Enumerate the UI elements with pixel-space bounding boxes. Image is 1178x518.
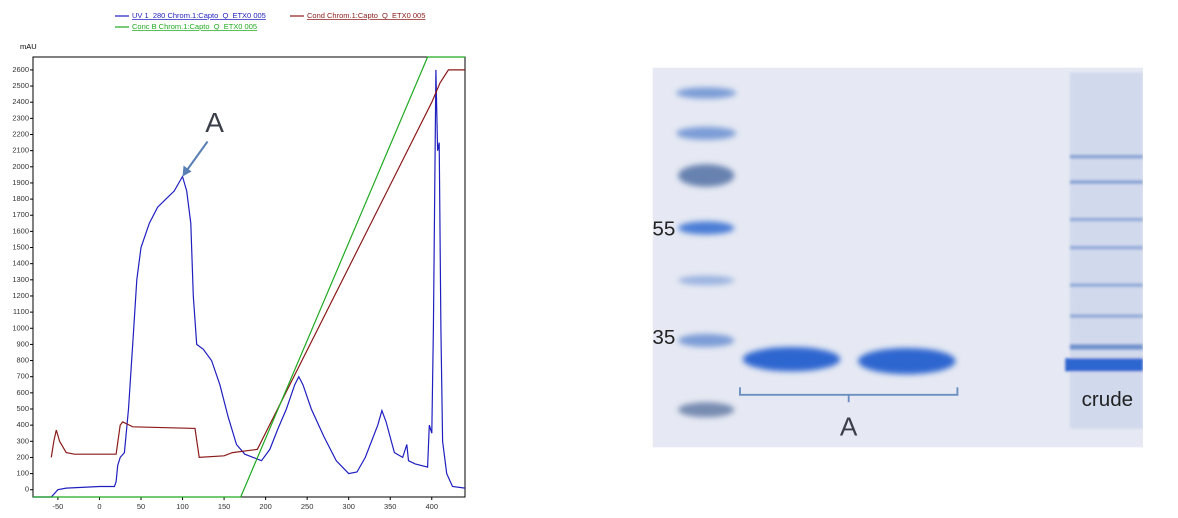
y-tick-label: 400 bbox=[16, 420, 29, 429]
x-tick-label: 300 bbox=[342, 502, 355, 511]
y-tick-label: 700 bbox=[16, 372, 29, 381]
series-line bbox=[33, 70, 465, 497]
crude-lane bbox=[1065, 72, 1143, 428]
annotation: A bbox=[205, 107, 224, 138]
y-tick-label: 300 bbox=[16, 436, 29, 445]
y-tick-label: 1300 bbox=[12, 275, 29, 284]
y-tick-label: 1100 bbox=[13, 307, 29, 316]
y-tick-label: 1600 bbox=[12, 226, 29, 235]
legend-label: Conc B Chrom.1:Capto_Q_ETX0 005 bbox=[132, 22, 257, 31]
y-tick-label: 1800 bbox=[12, 194, 29, 203]
y-tick-label: 100 bbox=[16, 469, 29, 478]
y-tick-label: 2300 bbox=[12, 113, 29, 122]
x-tick-label: 400 bbox=[426, 502, 439, 511]
y-tick-label: 1400 bbox=[12, 259, 29, 268]
y-tick-label: 0 bbox=[25, 485, 29, 494]
chromatogram: mAU 010020030040050060070080090010001100… bbox=[0, 0, 480, 518]
y-tick-label: 800 bbox=[16, 356, 29, 365]
y-tick-label: 2200 bbox=[12, 129, 29, 138]
x-tick-label: 200 bbox=[259, 502, 272, 511]
legend-label: UV 1_280 Chrom.1:Capto_Q_ETX0 005 bbox=[132, 11, 266, 20]
x-tick-label: 0 bbox=[97, 502, 101, 511]
series-line bbox=[51, 70, 465, 458]
y-tick-label: 1200 bbox=[12, 291, 29, 300]
marker-label: 35 bbox=[652, 326, 675, 349]
y-tick-label: 2400 bbox=[12, 97, 29, 106]
page: mAU 010020030040050060070080090010001100… bbox=[0, 0, 1178, 518]
gel-image: 55 35 A crude bbox=[620, 55, 1143, 460]
y-tick-label: 2500 bbox=[12, 81, 29, 90]
y-tick-label: 500 bbox=[16, 404, 29, 413]
y-tick-label: 2600 bbox=[12, 65, 29, 74]
annotation-arrow bbox=[185, 141, 208, 173]
y-tick-label: 2000 bbox=[12, 162, 29, 171]
y-tick-label: 1700 bbox=[12, 210, 29, 219]
marker-label: 55 bbox=[652, 217, 675, 240]
bracket-label: A bbox=[840, 411, 858, 441]
x-tick-label: 250 bbox=[301, 502, 314, 511]
x-tick-label: 150 bbox=[218, 502, 231, 511]
y-tick-label: 1000 bbox=[12, 323, 29, 332]
y-tick-label: 1500 bbox=[12, 243, 29, 252]
series-line bbox=[33, 57, 465, 497]
x-tick-label: 50 bbox=[137, 502, 145, 511]
y-tick-label: 600 bbox=[16, 388, 29, 397]
gel-background bbox=[653, 68, 1143, 448]
y-axis-label: mAU bbox=[20, 42, 37, 51]
y-tick-label: 2100 bbox=[12, 146, 29, 155]
lane-label: crude bbox=[1082, 388, 1134, 411]
y-tick-label: 1900 bbox=[12, 178, 29, 187]
x-tick-label: 100 bbox=[176, 502, 189, 511]
x-tick-label: 350 bbox=[384, 502, 397, 511]
legend-label: Cond Chrom.1:Capto_Q_ETX0 005 bbox=[307, 11, 425, 20]
y-tick-label: 900 bbox=[16, 339, 29, 348]
y-tick-label: 200 bbox=[16, 452, 29, 461]
x-tick-label: -50 bbox=[53, 502, 64, 511]
